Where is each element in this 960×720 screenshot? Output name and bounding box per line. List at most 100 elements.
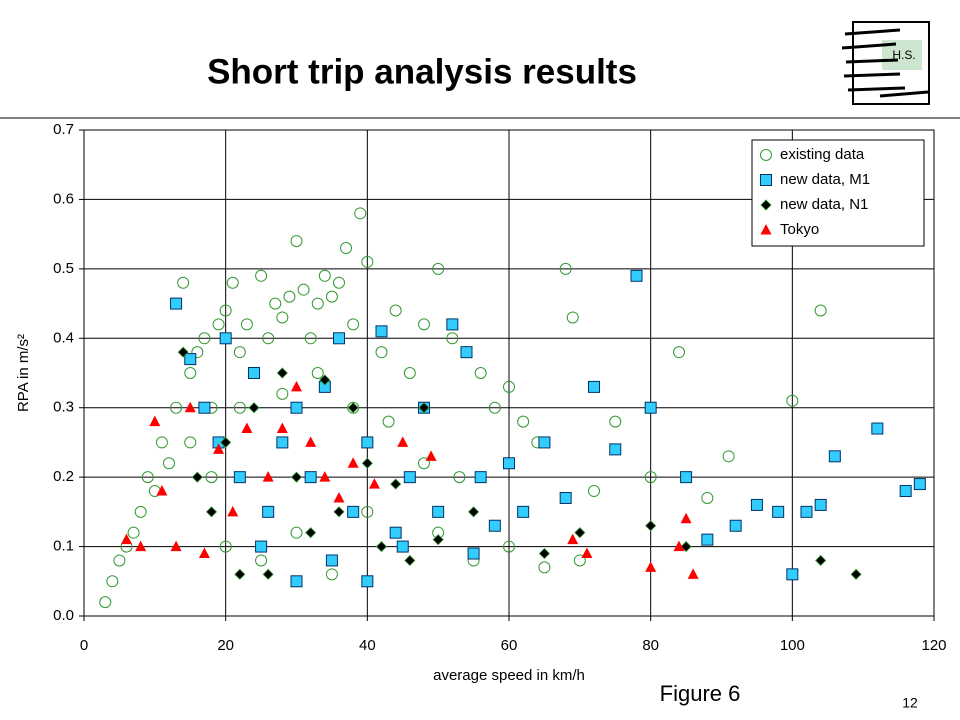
- x-tick-label: 80: [642, 637, 659, 654]
- point: [644, 471, 657, 484]
- point: [304, 471, 317, 484]
- point: [290, 235, 303, 248]
- legend-marker: [760, 174, 772, 186]
- point: [233, 346, 246, 359]
- y-tick-label: 0.4: [53, 329, 74, 346]
- point: [262, 471, 274, 482]
- point: [588, 485, 600, 498]
- point: [722, 450, 735, 463]
- point: [170, 540, 182, 552]
- legend-label: new data, M1: [780, 171, 870, 188]
- slide-title: Short trip analysis results: [207, 52, 637, 91]
- point: [361, 436, 374, 449]
- point: [432, 262, 445, 275]
- point: [574, 527, 586, 539]
- point: [382, 415, 395, 428]
- point: [149, 415, 161, 427]
- point: [177, 276, 190, 289]
- point: [333, 491, 345, 503]
- point: [198, 401, 211, 414]
- point: [609, 415, 622, 428]
- point: [559, 262, 572, 275]
- legend-box: [751, 139, 925, 247]
- point: [630, 269, 643, 282]
- legend-label: new data, N1: [780, 196, 868, 213]
- point: [468, 506, 480, 518]
- point: [241, 422, 253, 434]
- point: [290, 401, 303, 414]
- point: [198, 547, 210, 559]
- point: [276, 422, 288, 434]
- point: [354, 207, 367, 220]
- point: [588, 380, 600, 393]
- point: [248, 367, 260, 379]
- point: [347, 402, 359, 414]
- point: [701, 533, 714, 546]
- point: [538, 547, 550, 560]
- point: [276, 311, 289, 324]
- point: [319, 374, 331, 386]
- point: [368, 478, 380, 489]
- point: [170, 297, 183, 310]
- point: [390, 478, 402, 490]
- point: [680, 541, 692, 553]
- point: [559, 491, 572, 504]
- point: [347, 457, 359, 468]
- point: [283, 290, 296, 303]
- point: [220, 436, 232, 448]
- x-tick-label: 0: [80, 637, 88, 654]
- point: [828, 450, 841, 463]
- point: [213, 443, 225, 454]
- point: [418, 318, 430, 331]
- point: [446, 332, 459, 345]
- point: [814, 304, 827, 317]
- legend: existing data new data, M1 new data, N1 Tok…: [751, 139, 925, 247]
- point: [375, 346, 388, 359]
- point: [680, 512, 692, 524]
- point: [389, 304, 402, 317]
- point: [262, 332, 275, 345]
- point: [573, 554, 586, 567]
- point: [219, 332, 232, 345]
- point: [729, 519, 742, 532]
- point: [517, 415, 530, 428]
- point: [170, 401, 183, 414]
- point: [255, 540, 268, 553]
- point: [290, 526, 303, 539]
- point: [276, 436, 289, 449]
- point: [333, 332, 345, 345]
- point: [432, 534, 444, 546]
- point: [262, 568, 274, 580]
- point: [227, 505, 239, 517]
- point: [255, 554, 268, 567]
- point: [899, 485, 912, 498]
- point: [347, 505, 360, 518]
- point: [262, 505, 275, 518]
- series: [121, 380, 699, 579]
- point: [177, 346, 189, 358]
- y-axis-label: RPA in m/s²: [15, 334, 32, 412]
- point: [361, 575, 374, 588]
- logo-text: H.S.: [892, 48, 915, 62]
- point: [488, 519, 501, 532]
- point: [305, 527, 317, 539]
- point: [871, 422, 884, 435]
- y-tick-label: 0.1: [53, 538, 74, 555]
- point: [567, 533, 579, 545]
- x-tick-label: 120: [921, 637, 946, 654]
- legend-label: Tokyo: [780, 221, 819, 238]
- point: [318, 269, 331, 282]
- point: [311, 297, 324, 310]
- point: [800, 505, 813, 518]
- point: [418, 402, 430, 414]
- point: [517, 505, 530, 518]
- legend-marker: [760, 199, 772, 211]
- point: [184, 353, 197, 366]
- point: [319, 471, 331, 482]
- legend-marker: [760, 149, 772, 161]
- logo: H.S.: [841, 21, 930, 105]
- point: [99, 596, 112, 609]
- point: [680, 471, 693, 484]
- point: [155, 436, 168, 449]
